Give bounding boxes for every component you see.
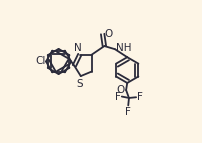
Text: N: N [74,43,82,53]
Text: O: O [104,29,113,39]
Text: S: S [76,79,83,89]
Text: O: O [116,85,124,95]
Text: Cl: Cl [35,56,45,66]
Text: NH: NH [116,43,131,53]
Text: F: F [115,92,120,102]
Text: F: F [125,107,130,117]
Text: F: F [136,92,142,102]
